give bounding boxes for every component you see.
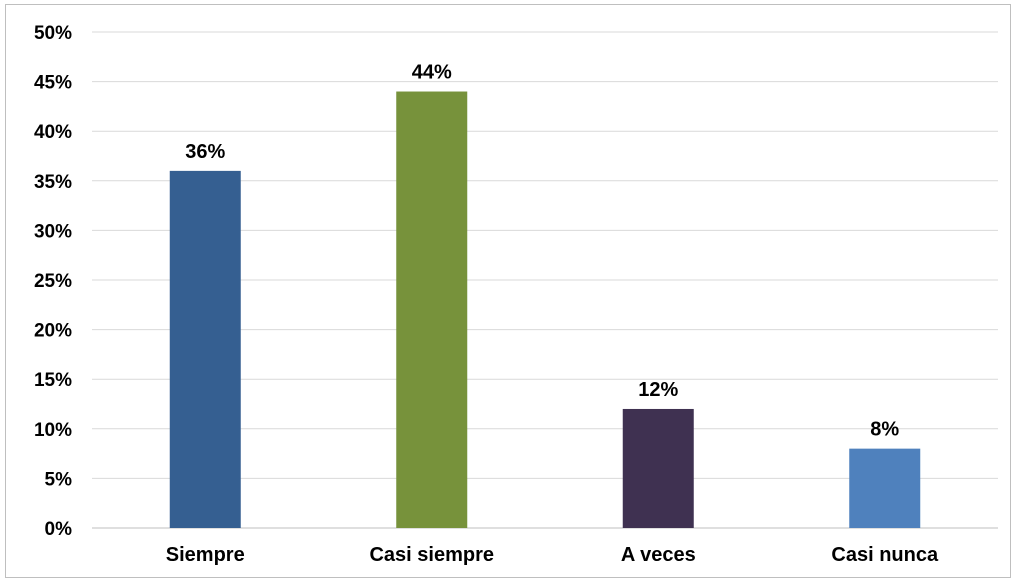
y-tick-label: 15% (34, 370, 72, 391)
y-axis-tick-labels: 0% 5% 10% 15% 20% 25% 30% 35% 40% 45% 50% (34, 23, 72, 540)
data-label: 44% (412, 62, 452, 84)
y-tick-label: 40% (34, 122, 72, 143)
bar (169, 170, 241, 528)
x-category-label: A veces (621, 544, 696, 566)
x-category-label: Siempre (166, 544, 245, 566)
y-tick-label: 35% (34, 172, 72, 193)
x-category-label: Casi siempre (369, 544, 494, 566)
y-tick-label: 5% (45, 469, 73, 490)
y-tick-label: 45% (34, 73, 72, 94)
data-label: 36% (185, 141, 225, 163)
bar (622, 408, 694, 528)
y-tick-label: 50% (34, 23, 72, 44)
y-tick-label: 0% (45, 519, 73, 540)
bar (396, 91, 468, 529)
gridlines (92, 31, 998, 529)
data-label: 8% (870, 419, 899, 441)
x-category-label: Casi nunca (831, 544, 939, 566)
y-tick-label: 30% (34, 221, 72, 242)
y-tick-label: 10% (34, 420, 72, 441)
x-axis-category-labels: Siempre Casi siempre A veces Casi nunca (166, 544, 939, 566)
data-label: 12% (638, 379, 678, 401)
bar (849, 448, 921, 528)
bars (169, 91, 921, 529)
y-tick-label: 25% (34, 271, 72, 292)
y-tick-label: 20% (34, 321, 72, 342)
data-labels: 36% 44% 12% 8% (185, 62, 899, 441)
